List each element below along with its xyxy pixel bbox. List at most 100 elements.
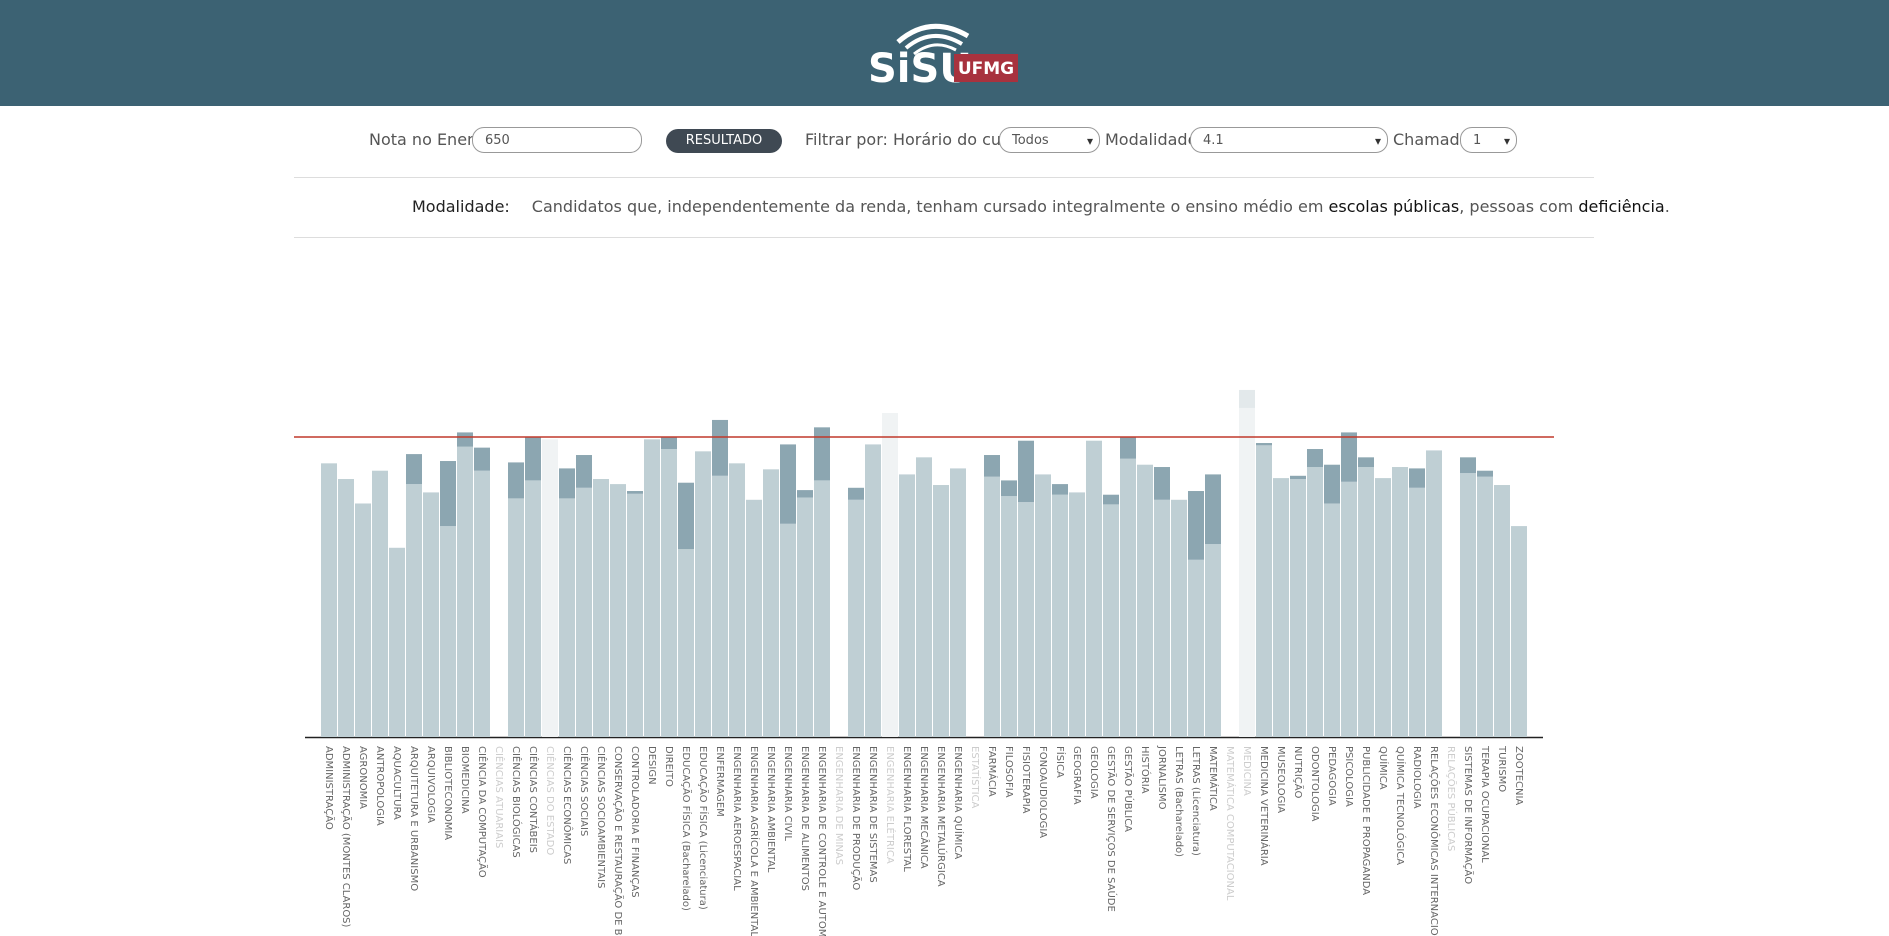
x-tick-label: RELAÇÕES ECONÔMICAS INTERNACIONAIS — [1428, 746, 1441, 936]
x-tick-label: TERAPIA OCUPACIONAL — [1479, 745, 1490, 863]
x-tick-label: MEDICINA VETERINÁRIA — [1258, 746, 1271, 866]
bar-range — [848, 487, 864, 500]
x-tick-label: CIÊNCIAS SOCIAIS — [578, 746, 591, 836]
x-tick-label: ENGENHARIA AEROESPACIAL — [731, 746, 742, 891]
bar-range — [1239, 389, 1255, 408]
x-tick-label: DIREITO — [663, 746, 674, 787]
bar — [1086, 440, 1102, 737]
x-tick-label: RADIOLOGIA — [1411, 746, 1422, 809]
bar — [508, 498, 524, 737]
x-tick-label: ODONTOLOGIA — [1309, 746, 1320, 822]
bar — [1477, 476, 1493, 737]
chamada-select[interactable]: 1 ▾ — [1460, 127, 1517, 153]
modalidade-label: Modalidade — [1105, 130, 1198, 149]
bar — [610, 484, 626, 737]
bar — [1205, 544, 1221, 737]
bar — [372, 470, 388, 737]
bar-range — [1001, 480, 1017, 497]
x-tick-label: FILOSOFIA — [1003, 746, 1014, 798]
chamada-value: 1 — [1473, 133, 1482, 148]
bar-range — [1154, 467, 1170, 500]
x-tick-label: ENGENHARIA ELÉTRICA — [884, 746, 897, 864]
x-tick-label: SISTEMAS DE INFORMAÇÃO — [1462, 746, 1475, 884]
chamada-label: Chamada — [1393, 130, 1470, 149]
bar-range — [1052, 484, 1068, 495]
x-tick-label: MEDICINA — [1241, 746, 1252, 796]
x-tick-label: ENGENHARIA METALÚRGICA — [935, 746, 948, 887]
x-tick-label: GEOGRAFIA — [1071, 746, 1082, 805]
bar — [1341, 481, 1357, 737]
nota-value: 650 — [485, 133, 510, 148]
x-tick-label: HISTÓRIA — [1139, 746, 1152, 794]
bar — [389, 547, 405, 737]
bar-range — [661, 437, 677, 450]
bar — [1239, 407, 1255, 737]
bar — [1035, 474, 1051, 737]
x-tick-label: CIÊNCIAS BIOLÓGICAS — [510, 746, 523, 858]
x-tick-label: FONOAUDIOLOGIA — [1037, 746, 1048, 838]
bar-range — [1477, 470, 1493, 477]
x-tick-label: LETRAS (Licenciatura) — [1190, 746, 1201, 856]
bar — [423, 492, 439, 737]
x-tick-label: ADMINISTRAÇÃO — [323, 746, 336, 830]
bar — [933, 485, 949, 737]
x-tick-label: BIOMEDICINA — [459, 746, 470, 814]
x-tick-label: TURISMO — [1496, 745, 1507, 792]
logo: SiSU UFMG — [868, 23, 1018, 92]
bar-range — [1290, 475, 1306, 480]
x-tick-label: CONTROLADORIA E FINANÇAS — [629, 746, 640, 898]
x-tick-label: MATEMÁTICA COMPUTACIONAL — [1224, 746, 1237, 901]
bar — [1171, 499, 1187, 737]
x-tick-label: ARQUIVOLOGIA — [425, 746, 436, 823]
bar — [695, 451, 711, 737]
x-tick-label: CIÊNCIAS ATUARIAIS — [493, 746, 506, 848]
bar — [1103, 504, 1119, 737]
bar-range — [1341, 432, 1357, 482]
bar-range — [508, 462, 524, 499]
bar — [1154, 499, 1170, 737]
x-tick-label: ENGENHARIA DE MINAS — [833, 746, 844, 865]
x-tick-label: AGRONOMIA — [357, 746, 368, 809]
x-tick-label: LETRAS (Bacharelado) — [1173, 746, 1184, 857]
info: Modalidade: Candidatos que, independentem… — [412, 197, 1670, 216]
header: SiSU UFMG — [0, 0, 1889, 106]
bar-range — [457, 432, 473, 447]
bar — [678, 549, 694, 737]
modalidade-select[interactable]: 4.1 ▾ — [1190, 127, 1388, 153]
x-tick-label: GESTÃO PÚBLICA — [1122, 746, 1135, 832]
bar — [457, 446, 473, 737]
x-tick-label: ESTATÍSTICA — [969, 746, 982, 809]
x-tick-label: ENGENHARIA CIVIL — [782, 746, 793, 841]
x-tick-label: PSICOLOGIA — [1343, 746, 1354, 807]
bar — [1290, 479, 1306, 737]
bar — [440, 526, 456, 737]
bar — [899, 474, 915, 737]
bar — [627, 493, 643, 737]
bar — [559, 498, 575, 737]
bar — [1324, 503, 1340, 737]
bar-range — [1188, 491, 1204, 560]
bar — [1256, 445, 1272, 737]
bar-range — [1120, 437, 1136, 459]
bar — [661, 449, 677, 737]
bar-range — [1324, 464, 1340, 504]
x-tick-label: CIÊNCIAS SOCIOAMBIENTAIS — [595, 746, 608, 888]
x-tick-label: CIÊNCIA DA COMPUTAÇÃO — [476, 746, 489, 878]
x-tick-label: ENGENHARIA QUÍMICA — [952, 746, 965, 859]
result-button[interactable]: RESULTADO — [666, 129, 782, 153]
bar — [1001, 496, 1017, 737]
bar — [865, 444, 881, 737]
horario-value: Todos — [1012, 133, 1049, 148]
horario-select[interactable]: Todos ▾ — [999, 127, 1100, 153]
nota-input[interactable]: 650 — [472, 127, 642, 153]
bar-range — [814, 427, 830, 481]
x-tick-label: FÍSICA — [1054, 746, 1067, 778]
x-tick-label: ENGENHARIA MECÂNICA — [918, 746, 931, 869]
x-tick-label: ARQUITETURA E URBANISMO — [408, 746, 419, 891]
bar — [1511, 526, 1527, 737]
x-tick-label: DESIGN — [646, 746, 657, 785]
bar — [1426, 450, 1442, 737]
bar-range — [474, 447, 490, 471]
x-tick-label: GESTÃO DE SERVIÇOS DE SAÚDE — [1105, 746, 1118, 912]
bar — [1137, 464, 1153, 737]
